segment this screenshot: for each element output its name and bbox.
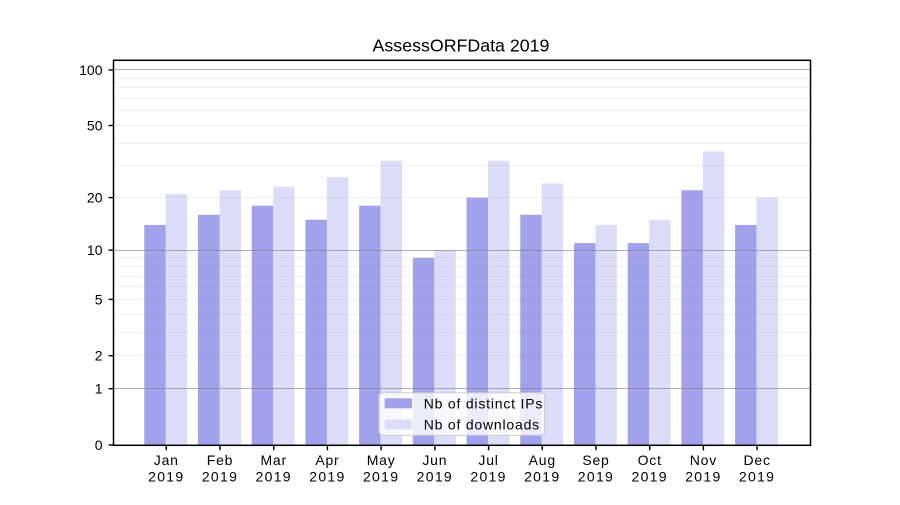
svg-text:10: 10 [87, 242, 103, 258]
svg-text:100: 100 [79, 62, 103, 78]
svg-text:50: 50 [87, 117, 103, 133]
svg-text:1: 1 [95, 381, 103, 397]
svg-text:20: 20 [87, 190, 103, 206]
svg-text:2019: 2019 [578, 469, 614, 485]
svg-text:2019: 2019 [524, 469, 560, 485]
svg-text:AssessORFData 2019: AssessORFData 2019 [373, 35, 550, 55]
svg-text:2019: 2019 [632, 469, 668, 485]
svg-text:0: 0 [95, 437, 103, 453]
svg-text:Dec: Dec [743, 452, 770, 468]
svg-text:5: 5 [95, 291, 103, 307]
svg-text:2019: 2019 [685, 469, 721, 485]
svg-text:2019: 2019 [148, 469, 184, 485]
svg-text:2019: 2019 [202, 469, 238, 485]
svg-text:2019: 2019 [363, 469, 399, 485]
svg-text:Aug: Aug [529, 452, 556, 468]
svg-text:Apr: Apr [315, 452, 339, 468]
svg-text:2019: 2019 [256, 469, 292, 485]
svg-text:2: 2 [95, 348, 103, 364]
svg-text:Nb of downloads: Nb of downloads [424, 417, 540, 433]
svg-text:Nb of distinct IPs: Nb of distinct IPs [424, 395, 543, 411]
svg-text:Nov: Nov [690, 452, 717, 468]
svg-text:Mar: Mar [260, 452, 287, 468]
svg-text:Oct: Oct [638, 452, 662, 468]
svg-text:Feb: Feb [207, 452, 234, 468]
svg-text:2019: 2019 [309, 469, 345, 485]
svg-text:2019: 2019 [417, 469, 453, 485]
svg-text:Jan: Jan [154, 452, 179, 468]
svg-text:Sep: Sep [582, 452, 609, 468]
svg-text:Jun: Jun [422, 452, 447, 468]
svg-text:2019: 2019 [470, 469, 506, 485]
svg-text:Jul: Jul [478, 452, 498, 468]
svg-text:2019: 2019 [739, 469, 775, 485]
svg-text:May: May [367, 452, 396, 468]
